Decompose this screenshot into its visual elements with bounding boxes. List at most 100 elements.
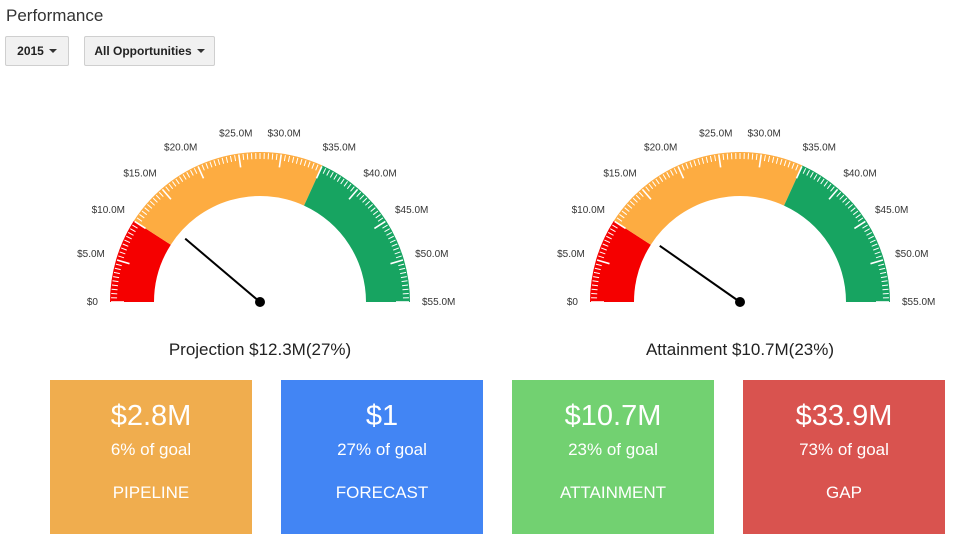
gap-card[interactable]: $33.9M 73% of goal GAP (743, 380, 945, 534)
gauge-major-tick (161, 188, 172, 200)
gauge-needle (184, 237, 261, 303)
gauge-minor-tick (127, 232, 134, 236)
gauge-minor-tick (685, 162, 689, 169)
opportunities-dropdown[interactable]: All Opportunities (84, 36, 215, 66)
gauge-minor-tick (113, 276, 120, 279)
gauge-minor-tick (246, 153, 249, 160)
gauge-major-tick (853, 220, 866, 230)
gauge-minor-tick (652, 181, 657, 187)
gauge-minor-tick (816, 176, 821, 182)
gauge-tick-label: $15.0M (123, 169, 156, 180)
attainment-gauge-caption: Attainment $10.7M(23%) (645, 340, 835, 359)
gauge-minor-tick (604, 239, 611, 244)
gauge-minor-tick (287, 155, 291, 162)
gauge-minor-tick (598, 255, 605, 259)
gauge-minor-tick (114, 267, 121, 271)
gauge-minor-tick (806, 169, 810, 176)
gauge-tick-label: $10.0M (572, 205, 605, 216)
pipeline-goal-percent: 6% of goal (110, 440, 192, 459)
gauge-tick-label: $5.0M (557, 249, 585, 260)
gauge-minor-tick (372, 210, 379, 216)
gauge-minor-tick (122, 243, 129, 247)
gauge-tick-label: $50.0M (895, 249, 928, 260)
pipeline-card[interactable]: $2.8M 6% of goal PIPELINE (50, 380, 252, 534)
gap-goal-percent: 73% of goal (799, 440, 889, 459)
gauge-minor-tick (175, 178, 180, 185)
gauge-minor-tick (866, 232, 873, 236)
gauge-minor-tick (839, 194, 845, 200)
gauge-minor-tick (878, 263, 885, 267)
gauge-minor-tick (595, 263, 602, 267)
gauge-minor-tick (751, 153, 754, 160)
gauge-minor-tick (795, 164, 799, 171)
gauge-minor-tick (356, 191, 362, 197)
gauge-minor-tick (635, 194, 641, 200)
gauge-minor-tick (599, 251, 606, 255)
gauge-minor-tick (350, 186, 355, 192)
gauge-minor-tick (388, 235, 394, 240)
gauge-minor-tick (402, 284, 409, 287)
gauge-minor-tick (855, 214, 861, 219)
gauge-minor-tick (384, 228, 390, 233)
gauge-minor-tick (823, 181, 828, 187)
gauge-minor-tick (271, 153, 274, 160)
gauge-major-tick (197, 166, 205, 179)
forecast-card[interactable]: $1 27% of goal FORECAST (281, 380, 483, 534)
gauge-major-tick (828, 188, 839, 200)
gauge-major-tick (596, 259, 610, 265)
gauge-minor-tick (229, 155, 233, 162)
attainment-goal-percent: 23% of goal (568, 440, 658, 459)
gauge-major-tick (677, 166, 685, 179)
gauge-minor-tick (186, 172, 191, 178)
gauge-tick-label: $0 (567, 297, 579, 308)
gauge-minor-tick (662, 174, 667, 180)
gauge-tick-label: $25.0M (219, 129, 252, 140)
gauge-minor-tick (874, 251, 881, 255)
gauge-minor-tick (326, 169, 330, 176)
gauge-minor-tick (190, 169, 194, 176)
gauge-major-tick (278, 154, 282, 168)
gauge-minor-tick (701, 157, 705, 164)
year-dropdown[interactable]: 2015 (5, 36, 69, 66)
gauge-minor-tick (881, 280, 888, 283)
gauge-major-tick (718, 154, 722, 168)
attainment-card[interactable]: $10.7M 23% of goal ATTAINMENT (512, 380, 714, 534)
gauge-minor-tick (632, 197, 638, 203)
gauge-minor-tick (242, 153, 245, 160)
gauge-minor-tick (144, 207, 150, 212)
gauge-tick-label: $50.0M (415, 249, 448, 260)
gauge-minor-tick (705, 156, 709, 163)
gauge-minor-tick (362, 197, 368, 203)
gauge-minor-tick (771, 156, 775, 163)
gauge-major-tick (116, 259, 130, 265)
gauge-minor-tick (221, 157, 225, 164)
gauge-minor-tick (168, 183, 174, 190)
gauge-minor-tick (871, 243, 878, 247)
gauge-minor-tick (722, 153, 725, 160)
gauge-minor-tick (619, 214, 625, 219)
gauge-minor-tick (139, 214, 145, 219)
gauge-minor-tick (882, 288, 889, 291)
gauge-major-tick (238, 154, 242, 168)
gauge-minor-tick (193, 168, 198, 174)
gauge-minor-tick (880, 276, 887, 279)
pipeline-label: PIPELINE (112, 483, 190, 502)
gauge-minor-tick (852, 210, 859, 216)
gauge-minor-tick (689, 161, 693, 168)
gauge-minor-tick (809, 172, 814, 178)
gauge-minor-tick (340, 178, 345, 185)
gauge-minor-tick (875, 255, 882, 259)
gauge-minor-tick (382, 224, 388, 229)
gauge-minor-tick (234, 155, 237, 162)
gauge-minor-tick (787, 161, 791, 168)
gauge-minor-tick (869, 239, 876, 244)
gauge-minor-tick (359, 194, 365, 200)
projection-gauge-caption: Projection $12.3M(27%) (168, 340, 352, 359)
gauge-minor-tick (111, 284, 118, 287)
gauge-minor-tick (830, 186, 835, 192)
gauge-minor-tick (616, 217, 623, 222)
gauge-minor-tick (655, 178, 660, 185)
gauge-minor-tick (880, 271, 887, 275)
pipeline-value: $2.8M (110, 400, 192, 432)
gauge-tick-label: $10.0M (92, 205, 125, 216)
